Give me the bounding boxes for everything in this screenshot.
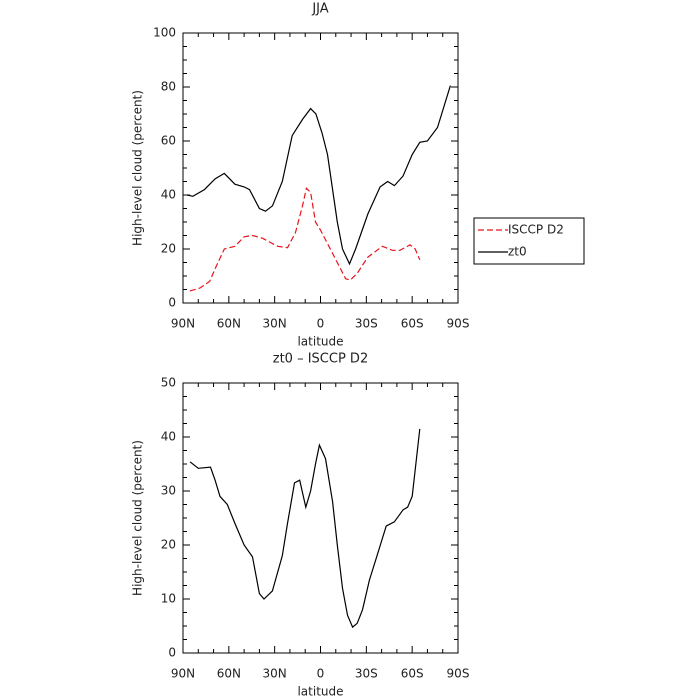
y-tick-label: 100	[153, 26, 176, 40]
y-tick-label: 20	[161, 538, 176, 552]
y-tick-label: 30	[161, 484, 176, 498]
y-tick-label: 80	[161, 80, 176, 94]
plot-frame	[182, 382, 459, 654]
x-tick-label: 30S	[355, 667, 378, 681]
x-axis-label: latitude	[297, 335, 343, 349]
y-axis-label: High-level cloud (percent)	[131, 440, 145, 596]
panel: zt0 – ISCCP D2 latitude High-level cloud (…	[131, 352, 470, 699]
legend: ISCCP D2 zt0	[473, 217, 585, 265]
x-tick-label: 60S	[401, 667, 424, 681]
plot-frame	[182, 32, 459, 304]
data-line	[186, 85, 451, 266]
y-tick-label: 20	[161, 242, 176, 256]
x-tick-label: 0	[317, 667, 325, 681]
x-tick-label: 30N	[263, 317, 287, 331]
legend-box	[473, 217, 585, 265]
x-tick-label: 30N	[263, 667, 287, 681]
data-line	[189, 187, 421, 292]
x-tick-label: 90N	[171, 667, 195, 681]
panel: JJA latitude High-level cloud (percent) 0 20…	[131, 2, 585, 349]
x-tick-label: 90S	[447, 317, 470, 331]
chart-title: JJA	[311, 2, 328, 17]
x-axis-label: latitude	[297, 685, 343, 699]
y-axis-label: High-level cloud (percent)	[131, 90, 145, 246]
y-tick-label: 0	[168, 296, 176, 310]
y-tick-label: 0	[168, 646, 176, 660]
data-line	[189, 428, 421, 629]
x-tick-label: 90N	[171, 317, 195, 331]
legend-label: ISCCP D2	[508, 223, 564, 237]
y-tick-label: 10	[161, 592, 176, 606]
legend-label: zt0	[508, 245, 527, 259]
x-tick-label: 60N	[217, 667, 241, 681]
x-tick-label: 60N	[217, 317, 241, 331]
x-tick-label: 90S	[447, 667, 470, 681]
y-tick-label: 40	[161, 188, 176, 202]
chart-title: zt0 – ISCCP D2	[273, 352, 368, 367]
y-tick-label: 60	[161, 134, 176, 148]
y-tick-label: 40	[161, 430, 176, 444]
x-tick-label: 0	[317, 317, 325, 331]
x-tick-label: 60S	[401, 317, 424, 331]
x-tick-label: 30S	[355, 317, 378, 331]
y-tick-label: 50	[161, 376, 176, 390]
